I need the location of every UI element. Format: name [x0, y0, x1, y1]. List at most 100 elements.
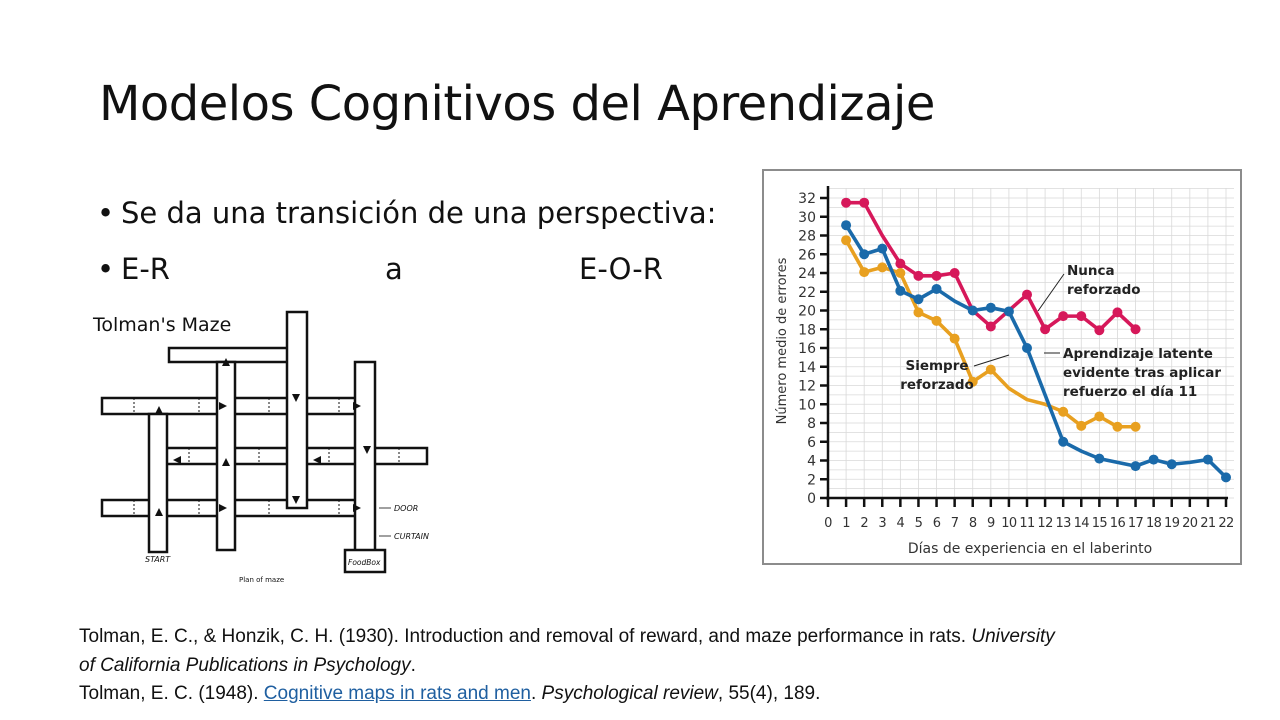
y-tick-label: 30: [798, 210, 816, 226]
maze-caption: Plan of maze: [239, 576, 284, 584]
x-tick-label: 3: [878, 516, 886, 531]
references: Tolman, E. C., & Honzik, C. H. (1930). I…: [79, 623, 1055, 709]
annotation-text: reforzado: [1067, 282, 1141, 298]
er-label: E-R: [121, 252, 170, 286]
data-point: [895, 285, 906, 296]
x-tick-label: 0: [824, 516, 832, 531]
data-point: [1202, 454, 1213, 465]
y-tick-label: 12: [798, 379, 816, 395]
y-tick-label: 18: [798, 322, 816, 338]
bullet-dot: •: [97, 252, 115, 286]
tolman-maze-figure: Tolman's Maze: [89, 306, 439, 584]
series-line: [844, 224, 1228, 479]
x-tick-label: 22: [1218, 516, 1233, 531]
data-point: [967, 305, 978, 316]
data-point: [1112, 421, 1123, 432]
data-point: [859, 267, 870, 278]
reference-1-line-2: of California Publications in Psychology…: [79, 652, 1055, 681]
y-tick-label: 10: [798, 397, 816, 413]
data-point: [1130, 324, 1141, 335]
eor-label: E-O-R: [579, 252, 663, 286]
data-point: [985, 302, 996, 313]
data-point: [949, 268, 960, 278]
reference-1-text: Tolman, E. C., & Honzik, C. H. (1930). I…: [79, 626, 972, 647]
reference-2: Tolman, E. C. (1948). Cognitive maps in …: [79, 680, 1055, 709]
x-tick-label: 13: [1056, 516, 1072, 531]
data-point: [931, 283, 942, 294]
data-point: [1221, 472, 1231, 483]
reference-1-journal-b: of California Publications in Psychology: [79, 654, 411, 676]
annotation-text: Nunca: [1067, 263, 1115, 279]
curtain-label: CURTAIN: [394, 532, 429, 541]
door-label: DOOR: [394, 504, 418, 513]
data-point: [913, 307, 924, 318]
latent-learning-chart: 0 2 4 6 8 10 12 14 16 18 20 22 24 26 28 30 32 0 1 2 3 4 5 6 7 8 9 1…: [762, 169, 1242, 565]
annotation-text: refuerzo el día 11: [1063, 384, 1197, 400]
y-tick-label: 14: [798, 360, 816, 376]
data-point: [931, 270, 942, 281]
x-tick-label: 7: [951, 516, 959, 531]
food-box-label: FoodBox: [348, 558, 381, 567]
maze-title: Tolman's Maze: [92, 314, 231, 336]
reference-2-link[interactable]: Cognitive maps in rats and men: [263, 683, 531, 704]
x-tick-label: 6: [933, 516, 941, 531]
annotation-text: reforzado: [900, 377, 974, 393]
data-point: [895, 258, 906, 269]
a-label: a: [385, 252, 403, 286]
data-point: [877, 243, 888, 254]
x-tick-label: 1: [842, 516, 850, 531]
x-tick-label: 5: [915, 516, 923, 531]
reference-2-sep: .: [530, 683, 542, 704]
reference-2-journal: Psychological review: [541, 683, 718, 704]
data-point: [985, 364, 996, 375]
data-point: [1076, 420, 1087, 431]
x-tick-label: 14: [1074, 516, 1090, 531]
data-point: [859, 249, 870, 260]
data-point: [859, 197, 870, 208]
y-tick-label: 8: [807, 416, 816, 432]
annotation-text: Siempre: [905, 358, 968, 374]
data-point: [841, 197, 852, 208]
data-point: [1022, 289, 1032, 300]
bullet-text: Se da una transición de una perspectiva:: [121, 196, 717, 230]
annotation-text: Aprendizaje latente: [1063, 346, 1213, 362]
maze-diagram: Tolman's Maze: [89, 306, 439, 584]
x-tick-label: 21: [1200, 516, 1216, 531]
x-axis-label: Días de experiencia en el laberinto: [908, 541, 1152, 557]
data-point: [913, 270, 924, 281]
y-tick-label: 4: [807, 454, 816, 470]
reference-1-line-1: Tolman, E. C., & Honzik, C. H. (1930). I…: [79, 623, 1055, 652]
reference-1-journal-a: University: [971, 626, 1055, 647]
y-tick-label: 6: [807, 435, 816, 451]
chart-series: [841, 197, 1231, 483]
reference-2-text: Tolman, E. C. (1948).: [79, 683, 264, 704]
data-point: [1040, 324, 1051, 335]
y-tick-label: 16: [798, 341, 816, 357]
x-tick-label: 2: [860, 516, 868, 531]
x-tick-label: 4: [897, 516, 905, 531]
y-tick-label: 20: [798, 304, 816, 320]
data-point: [1094, 453, 1105, 464]
y-tick-label: 24: [798, 266, 816, 282]
data-point: [1003, 306, 1014, 317]
y-tick-label: 2: [807, 472, 816, 488]
y-tick-label: 0: [807, 491, 816, 507]
data-point: [913, 294, 924, 305]
data-point: [1058, 311, 1069, 322]
x-tick-label: 20: [1182, 516, 1198, 531]
reference-1-end: .: [410, 654, 416, 676]
data-point: [931, 315, 942, 326]
y-tick-label: 32: [798, 191, 816, 207]
y-tick-label: 28: [798, 229, 816, 245]
data-point: [1166, 459, 1177, 470]
data-point: [841, 235, 852, 246]
data-point: [1058, 436, 1069, 447]
x-tick-label: 11: [1019, 516, 1035, 531]
data-point: [877, 262, 888, 273]
data-point: [967, 376, 978, 387]
data-point: [1130, 461, 1141, 472]
data-point: [1148, 454, 1159, 465]
x-tick-label: 17: [1128, 516, 1144, 531]
